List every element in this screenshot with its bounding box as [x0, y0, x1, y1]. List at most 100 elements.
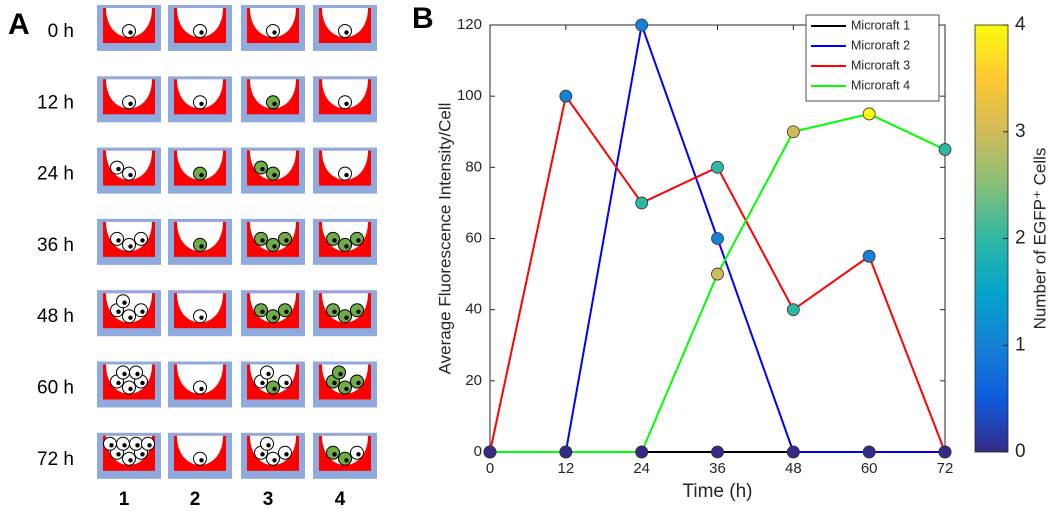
x-axis-label: Time (h)	[682, 481, 752, 502]
microraft-well	[241, 432, 305, 479]
data-point	[862, 445, 876, 459]
cell-nucleus	[356, 380, 361, 386]
data-point	[938, 143, 952, 156]
data-point	[635, 445, 649, 459]
cell-nucleus	[122, 300, 127, 305]
microraft-well	[313, 290, 377, 337]
colorbar-tick-label: 0	[1015, 441, 1026, 462]
x-tick-label: 36	[709, 460, 726, 477]
data-point	[711, 160, 724, 174]
colorbar-label: Number of EGFP⁺ Cells	[1030, 148, 1049, 330]
row-label: 36 h	[37, 235, 74, 256]
data-point	[862, 249, 876, 263]
cell-nucleus	[344, 101, 349, 107]
microraft-well	[168, 432, 232, 479]
microraft-well	[168, 76, 232, 123]
data-point	[711, 232, 724, 245]
x-tick-label: 24	[633, 460, 650, 477]
column-label: 1	[119, 489, 130, 510]
y-axis-label: Average Fluorescence Intensity/Cell	[435, 103, 454, 375]
y-tick-label: 0	[474, 443, 482, 460]
microraft-well	[241, 76, 305, 123]
data-point	[862, 107, 876, 121]
microraft-well	[241, 5, 305, 51]
cell-nucleus	[272, 244, 277, 249]
data-point	[786, 303, 800, 317]
legend-label: Microraft 3	[851, 58, 910, 72]
cell-nucleus	[116, 309, 121, 314]
cell-nucleus	[344, 30, 349, 35]
cell-nucleus	[266, 371, 271, 377]
data-point	[635, 18, 649, 32]
legend-label: Microraft 4	[851, 78, 910, 92]
y-tick-label: 20	[465, 372, 482, 389]
cell-nucleus	[122, 443, 127, 448]
cell-nucleus	[128, 30, 133, 35]
cell-nucleus	[344, 315, 349, 320]
cell-nucleus	[344, 386, 349, 392]
cell-nucleus	[272, 458, 277, 463]
cell-nucleus	[332, 238, 337, 243]
cell-nucleus	[260, 380, 265, 386]
column-label: 4	[335, 489, 346, 510]
y-tick-label: 60	[465, 229, 482, 246]
cell-nucleus	[116, 452, 121, 457]
well-bowl	[177, 79, 223, 109]
row-label: 0 h	[48, 21, 74, 42]
cell-nucleus	[199, 315, 204, 320]
microraft-well	[313, 361, 377, 408]
x-tick-label: 0	[486, 460, 494, 477]
cell-nucleus	[122, 371, 127, 377]
cell-nucleus	[284, 238, 289, 243]
cell-nucleus	[332, 380, 337, 386]
row-label: 72 h	[37, 449, 74, 470]
x-tick-label: 60	[861, 460, 878, 477]
microraft-well	[313, 147, 377, 194]
colorbar-tick-label: 2	[1015, 228, 1026, 249]
microraft-well	[97, 218, 161, 265]
cell-nucleus	[199, 244, 204, 249]
cell-nucleus	[332, 452, 337, 457]
legend-label: Microraft 2	[851, 38, 910, 52]
cell-nucleus	[128, 315, 133, 320]
cell-nucleus	[140, 238, 145, 243]
cell-nucleus	[272, 30, 277, 35]
well-bowl	[177, 293, 223, 323]
cell-nucleus	[128, 386, 133, 392]
cell-nucleus	[140, 380, 145, 386]
data-point	[559, 445, 573, 459]
data-point	[483, 445, 497, 459]
well-bowl	[177, 435, 223, 466]
well-bowl	[177, 221, 223, 252]
cell-nucleus	[199, 101, 204, 107]
well-bowl	[177, 150, 223, 180]
microraft-well	[97, 5, 161, 51]
cell-nucleus	[199, 172, 204, 178]
colorbar-tick-label: 1	[1015, 334, 1026, 355]
microraft-well	[97, 147, 161, 194]
well-bowl	[177, 8, 223, 38]
well-bowl	[322, 8, 368, 38]
cell-nucleus	[356, 309, 361, 314]
colorbar	[974, 24, 1009, 453]
cell-nucleus	[344, 458, 349, 463]
cell-nucleus	[147, 443, 152, 448]
well-bowl	[106, 79, 152, 109]
x-tick-label: 72	[937, 460, 954, 477]
cell-nucleus	[272, 386, 277, 392]
cell-nucleus	[266, 443, 271, 448]
cell-nucleus	[116, 166, 121, 172]
microraft-well	[168, 290, 232, 337]
cell-nucleus	[140, 452, 145, 457]
microraft-well	[168, 147, 232, 194]
cell-nucleus	[284, 380, 289, 386]
data-point	[786, 125, 800, 139]
cell-nucleus	[272, 101, 277, 107]
microraft-well	[313, 5, 377, 51]
cell-nucleus	[109, 443, 114, 448]
legend-label: Microraft 1	[851, 18, 910, 32]
data-point	[635, 196, 649, 210]
cell-nucleus	[116, 238, 121, 243]
well-bowl	[322, 79, 368, 109]
